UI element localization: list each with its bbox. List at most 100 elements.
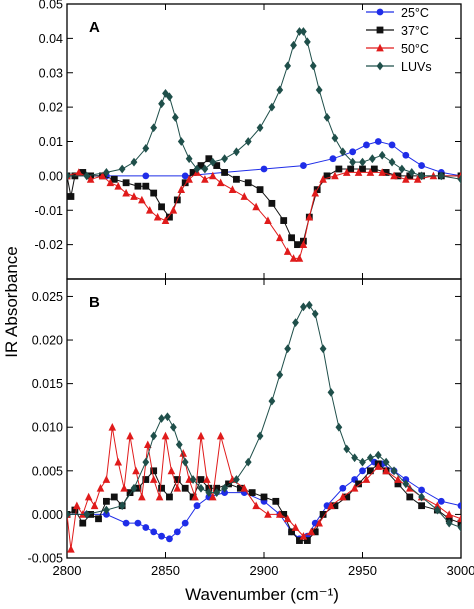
data-point — [236, 484, 244, 492]
data-point — [185, 175, 193, 183]
data-point — [394, 475, 402, 483]
data-point — [323, 172, 331, 180]
data-point — [390, 466, 398, 476]
data-point — [311, 528, 319, 536]
data-point — [342, 168, 351, 176]
data-point — [457, 502, 461, 510]
data-point — [103, 505, 110, 515]
data-point — [315, 85, 323, 95]
legend-marker — [376, 26, 384, 34]
data-point — [228, 185, 237, 194]
data-point — [142, 172, 150, 180]
data-point — [299, 240, 308, 249]
data-point — [150, 189, 158, 197]
data-point — [433, 505, 441, 515]
data-point — [394, 172, 402, 180]
data-point — [248, 489, 256, 497]
legend-marker — [376, 8, 384, 16]
data-point — [252, 202, 260, 211]
data-point — [122, 519, 130, 527]
data-point — [189, 475, 197, 484]
data-point — [378, 168, 386, 176]
data-point — [418, 492, 425, 502]
data-point — [114, 181, 123, 190]
y-tick-label: 0.04 — [39, 32, 63, 46]
panel-a: -0.02 -0.01 0.00 0.01 0.02 0.03 0.04 0.05 A — [35, 0, 462, 280]
x-tick-label: 2800 — [53, 563, 82, 578]
data-point — [130, 483, 138, 493]
data-point — [349, 148, 357, 156]
data-point — [67, 510, 71, 519]
data-point — [181, 179, 189, 187]
data-point — [288, 528, 295, 536]
data-point — [343, 444, 351, 454]
data-point — [402, 175, 410, 183]
data-point — [374, 138, 382, 145]
data-point — [197, 162, 205, 169]
data-point — [108, 423, 117, 431]
data-point — [90, 501, 99, 510]
data-point — [216, 431, 225, 440]
data-point — [208, 492, 217, 501]
data-point — [405, 484, 414, 492]
data-point — [256, 123, 264, 133]
series-25c — [67, 458, 461, 543]
data-point — [166, 535, 173, 543]
data-point — [221, 154, 228, 164]
x-tick-label: 2900 — [250, 563, 279, 578]
data-point — [290, 40, 297, 50]
data-point — [102, 475, 111, 483]
series-25c — [67, 138, 461, 180]
data-point — [382, 457, 390, 467]
data-point — [122, 188, 130, 197]
data-point — [260, 165, 268, 173]
data-point — [197, 476, 205, 483]
data-point — [142, 457, 150, 467]
data-point — [303, 537, 311, 544]
data-point — [284, 344, 292, 354]
y-tick-label: 0.02 — [39, 101, 63, 115]
y-tick-label: 0.020 — [32, 334, 63, 348]
data-point — [193, 502, 201, 510]
data-point — [171, 113, 179, 122]
data-point — [161, 216, 170, 224]
data-point — [339, 492, 347, 501]
data-point — [349, 157, 357, 167]
series-luvs — [67, 300, 461, 532]
data-point — [363, 141, 370, 149]
data-point — [73, 501, 81, 510]
data-point — [164, 412, 171, 422]
data-point — [142, 182, 150, 190]
data-point — [291, 523, 300, 531]
data-point — [355, 480, 362, 488]
data-point — [284, 61, 292, 71]
data-point — [256, 431, 264, 441]
data-point — [264, 510, 272, 518]
data-point — [283, 247, 292, 255]
data-point — [114, 457, 123, 466]
data-point — [142, 143, 150, 153]
data-point — [134, 182, 142, 190]
data-point — [158, 99, 165, 109]
data-point — [138, 492, 146, 501]
y-tick-label: 0.01 — [39, 135, 63, 149]
data-point — [221, 169, 228, 176]
data-point — [145, 206, 154, 214]
data-point — [268, 102, 276, 112]
data-point — [155, 492, 164, 501]
y-axis-label: IR Absorbance — [2, 246, 21, 358]
data-point — [167, 466, 176, 475]
y-tick-label: 0.05 — [39, 0, 63, 12]
data-point — [307, 527, 316, 536]
data-point — [103, 497, 110, 505]
data-point — [181, 484, 189, 492]
data-point — [288, 234, 295, 242]
data-point — [158, 203, 165, 211]
data-point — [276, 370, 284, 380]
data-point — [138, 195, 146, 204]
data-point — [213, 488, 221, 498]
data-point — [126, 431, 134, 440]
data-point — [283, 514, 292, 523]
data-point — [275, 510, 284, 518]
